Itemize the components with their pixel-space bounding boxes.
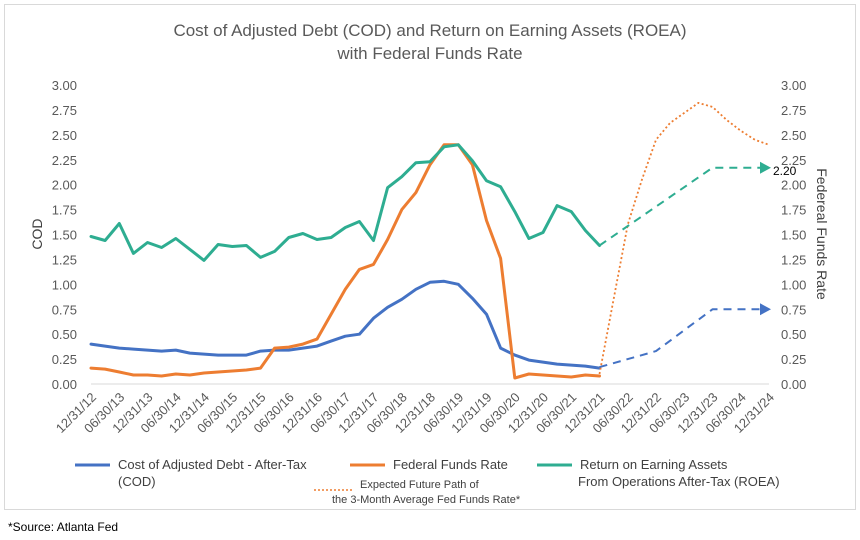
y-tick-label-right: 0.75: [781, 302, 806, 317]
y-tick-label-left: 1.25: [52, 252, 77, 267]
y-tick-label-left: 2.25: [52, 153, 77, 168]
y-tick-label-right: 0.00: [781, 377, 806, 392]
y-tick-label-left: 1.75: [52, 203, 77, 218]
y-tick-label-left: 1.00: [52, 277, 77, 292]
y-tick-label-right: 1.50: [781, 228, 806, 243]
chart-subtitle: with Federal Funds Rate: [336, 44, 522, 63]
y-tick-label-right: 2.75: [781, 103, 806, 118]
series-line-3: [598, 102, 770, 375]
y-ticks-left: 0.00 0.25 0.50 0.75 1.00 1.25 1.50 1.75 2.00 2.25…: [52, 78, 77, 392]
y-tick-label-left: 3.00: [52, 78, 77, 93]
legend-label-expected-2: the 3-Month Average Fed Funds Rate*: [332, 494, 521, 506]
chart-frame: [4, 4, 856, 510]
y-tick-label-right: 0.25: [781, 352, 806, 367]
chart: Cost of Adjusted Debt (COD) and Return o…: [29, 21, 830, 506]
y-tick-label-left: 0.25: [52, 352, 77, 367]
y-tick-label-left: 0.00: [52, 377, 77, 392]
y-tick-label-right: 2.25: [781, 153, 806, 168]
y-tick-label-left: 2.75: [52, 103, 77, 118]
arrowhead-1: [760, 161, 771, 174]
series-lines: [89, 102, 770, 380]
arrows: [760, 161, 771, 316]
legend-label-cod: Cost of Adjusted Debt - After-Tax: [118, 457, 307, 472]
y-axis-title: COD: [29, 218, 45, 249]
y-tick-label-right: 1.25: [781, 252, 806, 267]
y-tick-label-right: 2.00: [781, 178, 806, 193]
chart-title: Cost of Adjusted Debt (COD) and Return o…: [173, 21, 686, 40]
y-tick-label-right: 0.50: [781, 327, 806, 342]
legend-label-roea-2: From Operations After-Tax (ROEA): [578, 474, 780, 489]
y-tick-label-left: 1.50: [52, 228, 77, 243]
y-tick-label-left: 2.00: [52, 178, 77, 193]
legend: Cost of Adjusted Debt - After-Tax (COD) …: [75, 457, 780, 506]
legend-label-roea: Return on Earning Assets: [580, 457, 728, 472]
y-ticks-right: 0.00 0.25 0.50 0.75 1.00 1.25 1.50 1.75 2.00 2.25…: [781, 78, 806, 392]
roea-end-label: 2.20: [773, 164, 797, 178]
y-tick-label-right: 2.50: [781, 128, 806, 143]
y-tick-label-right: 1.00: [781, 277, 806, 292]
legend-label-ffr: Federal Funds Rate: [393, 457, 508, 472]
y-tick-label-right: 3.00: [781, 78, 806, 93]
y-tick-label-left: 0.75: [52, 302, 77, 317]
y2-axis-title: Federeal Funds Rate: [814, 168, 830, 300]
y-tick-label-right: 1.75: [781, 203, 806, 218]
series-line-2: [89, 143, 601, 262]
source-footnote: *Source: Atlanta Fed: [8, 520, 119, 534]
y-tick-label-left: 0.50: [52, 327, 77, 342]
x-ticks: 12/31/1206/30/1312/31/1306/30/1412/31/14…: [53, 390, 777, 436]
y-tick-label-left: 2.50: [52, 128, 77, 143]
series-line-1: [89, 143, 601, 380]
arrowhead-0: [760, 303, 771, 316]
legend-label-expected: Expected Future Path of: [360, 479, 480, 491]
legend-label-cod-2: (COD): [118, 474, 156, 489]
series-line-0: [89, 279, 601, 370]
series-line-4: [599, 308, 769, 369]
series-line-5: [598, 166, 769, 247]
